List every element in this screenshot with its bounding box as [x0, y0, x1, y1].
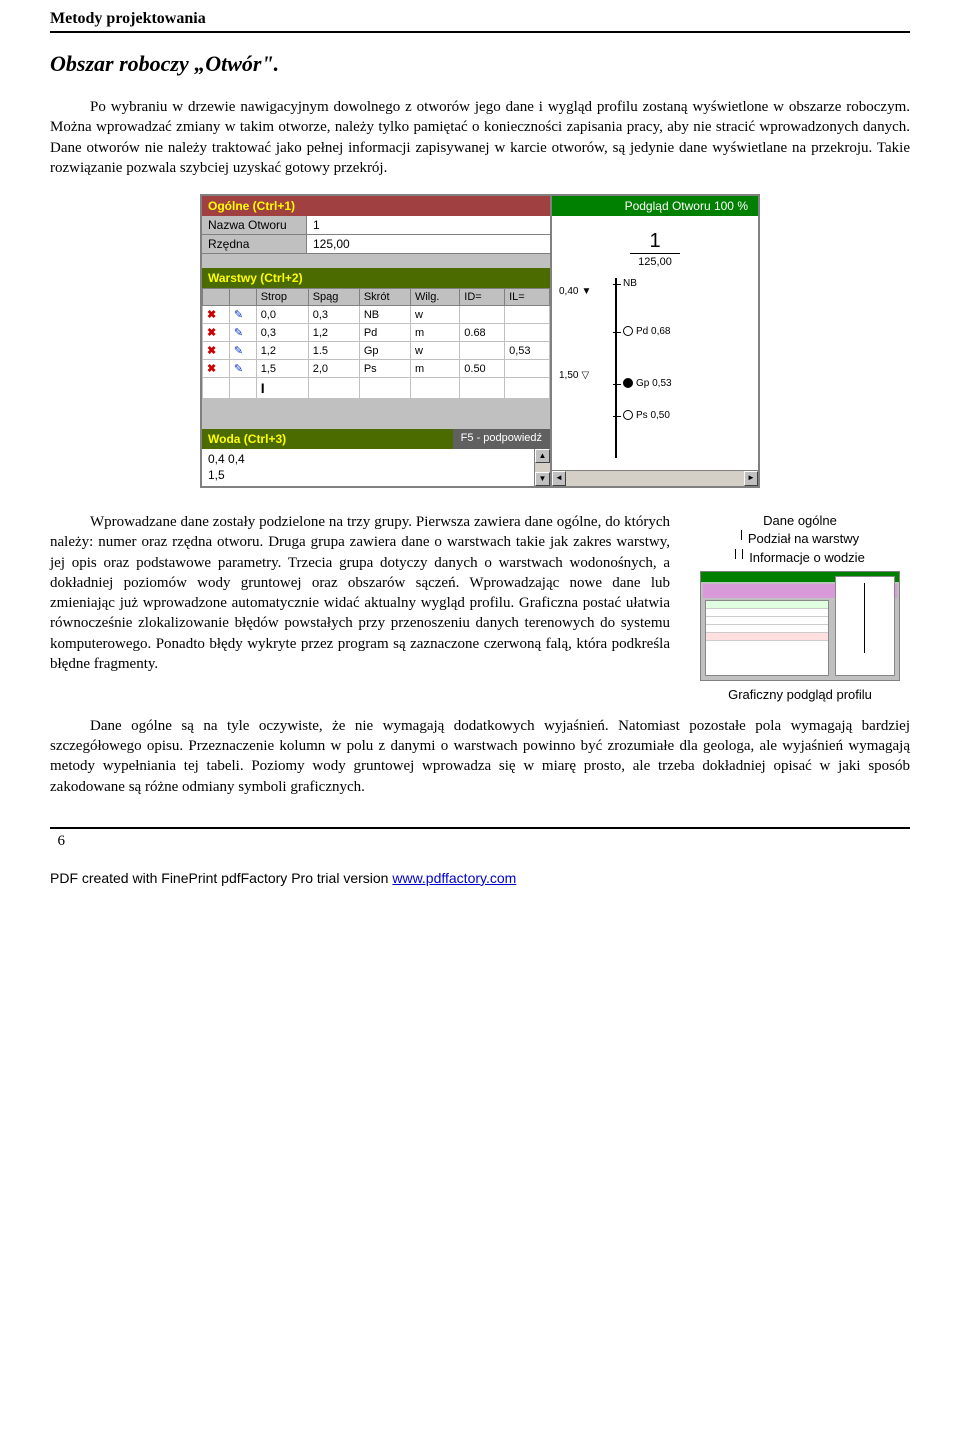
mini-thumbnail	[700, 571, 900, 681]
woda-hint: F5 - podpowiedź	[453, 429, 550, 449]
paragraph-2: Wprowadzane dane zostały podzielone na t…	[50, 512, 670, 702]
table-row[interactable]: ✖✎0,00,3NBw	[203, 306, 550, 324]
preview-body: 1 125,00 0,40▼ 1,50▽ NB Pd 0,68 Gp 0,53 Ps 0,…	[552, 216, 758, 470]
layers-col-header: Strop	[256, 289, 308, 306]
screenshot-main: Ogólne (Ctrl+1) Nazwa Otworu 1 Rzędna 12…	[50, 194, 910, 488]
delete-icon[interactable]: ✖	[207, 327, 216, 339]
label-rzedna: Rzędna	[202, 235, 307, 253]
table-row-empty[interactable]: I	[203, 378, 550, 399]
scroll-up-icon[interactable]: ▲	[535, 449, 550, 463]
mini-figure: Dane ogólne Podział na warstwy Informacj…	[690, 512, 910, 702]
woda-body[interactable]: 0,4 0,4 1,5 ▲ ▼	[202, 449, 550, 486]
pdf-footer: PDF created with FinePrint pdfFactory Pr…	[50, 870, 910, 886]
section-title: Obszar roboczy „Otwór".	[50, 51, 910, 77]
table-row[interactable]: ✖✎0,31,2Pdm0.68	[203, 324, 550, 342]
mini-label-2: Podział na warstwy	[748, 530, 859, 548]
table-row[interactable]: ✖✎1,21.5Gpw0,53	[203, 342, 550, 360]
label-nazwa: Nazwa Otworu	[202, 216, 307, 234]
mini-label-1: Dane ogólne	[690, 512, 910, 530]
preview-header: Podgląd Otworu 100 %	[552, 196, 758, 216]
preview-num: 1	[630, 230, 680, 254]
footer-link[interactable]: www.pdffactory.com	[392, 870, 516, 886]
scrollbar-horizontal[interactable]: ◄ ►	[552, 470, 758, 486]
preview-rzedna: 125,00	[560, 256, 750, 268]
preview-layer-label: Ps 0,50	[623, 410, 670, 421]
paragraph-1: Po wybraniu w drzewie nawigacyjnym dowol…	[50, 97, 910, 178]
table-row[interactable]: ✖✎1,52,0Psm0.50	[203, 360, 550, 378]
edit-icon[interactable]: ✎	[234, 345, 243, 357]
value-nazwa[interactable]: 1	[307, 216, 550, 234]
preview-depth-mark: 1,50▽	[559, 370, 589, 381]
layers-col-header: ID=	[460, 289, 505, 306]
paragraph-3: Dane ogólne są na tyle oczywiste, że nie…	[50, 716, 910, 797]
edit-icon[interactable]: ✎	[234, 363, 243, 375]
layers-col-header: Skrót	[359, 289, 410, 306]
layers-col-header: IL=	[505, 289, 550, 306]
page-header: Metody projektowania	[50, 10, 910, 33]
scroll-down-icon[interactable]: ▼	[535, 472, 550, 486]
woda-label: Woda (Ctrl+3)	[202, 429, 453, 449]
page-number: 6	[50, 827, 910, 850]
mini-caption: Graficzny podgląd profilu	[690, 687, 910, 702]
layers-table: StropSpągSkrótWilg.ID=IL= ✖✎0,00,3NBw✖✎0…	[202, 288, 550, 399]
preview-layer-label: Pd 0,68	[623, 326, 670, 337]
delete-icon[interactable]: ✖	[207, 309, 216, 321]
scrollbar-vertical[interactable]: ▲ ▼	[534, 449, 550, 486]
preview-layer-label: NB	[623, 278, 637, 289]
preview-depth-mark: 0,40▼	[559, 286, 591, 297]
section-header-ogolne[interactable]: Ogólne (Ctrl+1)	[202, 196, 550, 216]
value-rzedna[interactable]: 125,00	[307, 235, 550, 253]
layers-col-header	[203, 289, 230, 306]
delete-icon[interactable]: ✖	[207, 363, 216, 375]
delete-icon[interactable]: ✖	[207, 345, 216, 357]
mini-label-3: Informacje o wodzie	[749, 549, 865, 567]
section-header-woda[interactable]: Woda (Ctrl+3) F5 - podpowiedź	[202, 429, 550, 449]
scroll-right-icon[interactable]: ►	[744, 471, 758, 486]
layers-col-header	[229, 289, 256, 306]
preview-layer-label: Gp 0,53	[623, 378, 672, 389]
edit-icon[interactable]: ✎	[234, 327, 243, 339]
layers-col-header: Spąg	[308, 289, 359, 306]
layers-col-header: Wilg.	[410, 289, 459, 306]
scroll-left-icon[interactable]: ◄	[552, 471, 566, 486]
section-header-warstwy[interactable]: Warstwy (Ctrl+2)	[202, 268, 550, 288]
edit-icon[interactable]: ✎	[234, 309, 243, 321]
